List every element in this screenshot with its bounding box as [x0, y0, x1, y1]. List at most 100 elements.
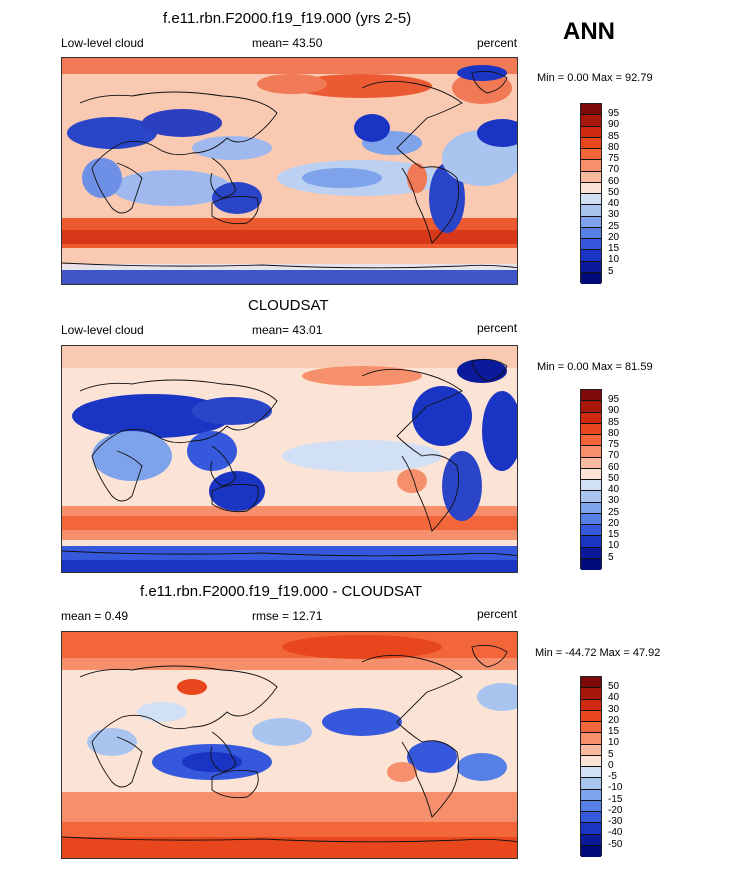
- panel1-colorbar-bin: [581, 171, 601, 183]
- panel1-colorbar-bin: [581, 149, 601, 161]
- panel3-colorbar-bin: [581, 733, 601, 745]
- colorbar-tick-label: 85: [608, 417, 620, 428]
- colorbar-tick-label: 50: [608, 473, 620, 484]
- panel3-title: f.e11.rbn.F2000.f19_f19.000 - CLOUDSAT: [140, 583, 423, 600]
- panel2-colorbar-bin: [581, 525, 601, 537]
- panel1-colorbar-bin: [581, 261, 601, 273]
- panel1-mean-label: mean= 43.50: [252, 36, 323, 50]
- panel2-mean-label: mean= 43.01: [252, 323, 323, 337]
- panel1-title: f.e11.rbn.F2000.f19_f19.000 (yrs 2-5): [163, 10, 412, 27]
- panel1-colorbar-bin: [581, 194, 601, 206]
- colorbar-tick-label: 25: [608, 221, 620, 232]
- colorbar-tick-label: 60: [608, 176, 620, 187]
- panel3-colorbar-bin: [581, 800, 601, 812]
- colorbar-tick-label: 75: [608, 153, 620, 164]
- panel3-minmax: Min = -44.72 Max = 47.92: [535, 647, 661, 659]
- panel2-colorbar-bin: [581, 547, 601, 559]
- colorbar-tick-label: 70: [608, 164, 620, 175]
- panel2-colorbar-bin: [581, 480, 601, 492]
- panel3-colorbar-bin: [581, 710, 601, 722]
- colorbar-tick-label: 40: [608, 484, 620, 495]
- panel2-minmax: Min = 0.00 Max = 81.59: [537, 361, 653, 373]
- panel2-colorbar-bin: [581, 401, 601, 413]
- colorbar-tick-label: 90: [608, 405, 620, 416]
- colorbar-tick-label: 75: [608, 439, 620, 450]
- colorbar-tick-label: -50: [608, 839, 623, 850]
- colorbar-tick-label: 5: [608, 749, 614, 760]
- colorbar-tick-label: 30: [608, 704, 620, 715]
- panel2-map: [61, 345, 518, 573]
- season-label: ANN: [563, 18, 615, 45]
- colorbar-tick-label: 15: [608, 529, 620, 540]
- colorbar-tick-label: 40: [608, 692, 620, 703]
- panel1-colorbar-bin: [581, 115, 601, 127]
- colorbar-tick-label: 50: [608, 187, 620, 198]
- panel3-rmse-label: rmse = 12.71: [252, 609, 323, 623]
- panel3-map: [61, 631, 518, 859]
- panel1-map: [61, 57, 518, 285]
- colorbar-tick-label: 80: [608, 428, 620, 439]
- colorbar-tick-label: 20: [608, 715, 620, 726]
- colorbar-tick-label: 10: [608, 737, 620, 748]
- panel3-colorbar-bin: [581, 767, 601, 779]
- colorbar-tick-label: 85: [608, 131, 620, 142]
- colorbar-tick-label: -5: [608, 771, 617, 782]
- panel2-colorbar-bin: [581, 558, 601, 570]
- colorbar-tick-label: 20: [608, 518, 620, 529]
- colorbar-tick-label: 90: [608, 119, 620, 130]
- colorbar-tick-label: 10: [608, 254, 620, 265]
- panel1-colorbar: [580, 103, 602, 284]
- panel1-colorbar-bin: [581, 227, 601, 239]
- colorbar-tick-label: -30: [608, 816, 623, 827]
- panel3-colorbar-bin: [581, 789, 601, 801]
- colorbar-tick-label: -20: [608, 805, 623, 816]
- panel2-colorbar-bin: [581, 446, 601, 458]
- panel2-left-label: Low-level cloud: [61, 323, 144, 337]
- colorbar-tick-label: 30: [608, 495, 620, 506]
- panel1-colorbar-bin: [581, 137, 601, 149]
- colorbar-tick-label: 15: [608, 243, 620, 254]
- colorbar-tick-label: 15: [608, 726, 620, 737]
- colorbar-tick-label: 0: [608, 760, 614, 771]
- panel2-colorbar-bin: [581, 502, 601, 514]
- panel3-colorbar: [580, 676, 602, 857]
- colorbar-tick-label: 30: [608, 209, 620, 220]
- panel3-colorbar-bin: [581, 688, 601, 700]
- panel1-left-label: Low-level cloud: [61, 36, 144, 50]
- panel3-colorbar-bin: [581, 778, 601, 790]
- panel2-title: CLOUDSAT: [248, 297, 329, 314]
- panel1-colorbar-bin: [581, 104, 601, 116]
- panel3-mean-label: mean = 0.49: [61, 609, 129, 623]
- panel2-colorbar-bin: [581, 435, 601, 447]
- panel1-colorbar-bin: [581, 250, 601, 262]
- panel2-colorbar-bin: [581, 423, 601, 435]
- panel3-colorbar-bin: [581, 823, 601, 835]
- panel3-colorbar-bin: [581, 845, 601, 857]
- panel3-colorbar-bin: [581, 677, 601, 689]
- colorbar-tick-label: 80: [608, 142, 620, 153]
- colorbar-tick-label: 95: [608, 394, 620, 405]
- panel1-colorbar-bin: [581, 182, 601, 194]
- panel1-minmax: Min = 0.00 Max = 92.79: [537, 72, 653, 84]
- colorbar-tick-label: 5: [608, 552, 614, 563]
- panel3-colorbar-bin: [581, 834, 601, 846]
- panel1-colorbar-bin: [581, 239, 601, 251]
- panel2-colorbar-bin: [581, 513, 601, 525]
- colorbar-tick-label: 50: [608, 681, 620, 692]
- panel1-colorbar-bin: [581, 216, 601, 228]
- panel3-colorbar-bin: [581, 699, 601, 711]
- panel1-colorbar-bin: [581, 272, 601, 284]
- panel3-colorbar-bin: [581, 722, 601, 734]
- panel1-colorbar-bin: [581, 126, 601, 138]
- panel2-colorbar-bin: [581, 457, 601, 469]
- colorbar-tick-label: 5: [608, 266, 614, 277]
- panel3-colorbar-bin: [581, 755, 601, 767]
- panel2-colorbar-bin: [581, 412, 601, 424]
- colorbar-tick-label: -15: [608, 794, 623, 805]
- colorbar-tick-label: 20: [608, 232, 620, 243]
- panel2-colorbar-bin: [581, 491, 601, 503]
- panel3-colorbar-bin: [581, 744, 601, 756]
- colorbar-tick-label: -10: [608, 782, 623, 793]
- colorbar-tick-label: 40: [608, 198, 620, 209]
- colorbar-tick-label: 10: [608, 540, 620, 551]
